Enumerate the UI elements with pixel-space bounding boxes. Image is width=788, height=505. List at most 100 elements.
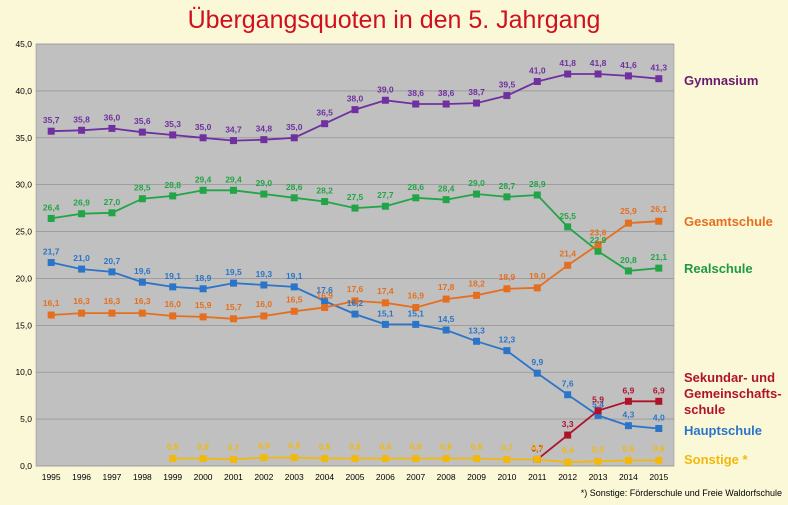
data-point-realschule xyxy=(321,198,329,206)
data-label-sonstige: 0,6 xyxy=(623,443,635,453)
y-tick-label: 35,0 xyxy=(15,133,32,143)
x-tick-label: 2011 xyxy=(528,472,547,482)
data-point-gesamtschule xyxy=(138,309,146,317)
data-label-sonstige: 0,8 xyxy=(471,441,483,451)
data-label-sonstige: 0,8 xyxy=(410,441,422,451)
data-point-sekundar-und-gemeinschafts-schule xyxy=(624,397,632,405)
data-point-gymnasium xyxy=(229,137,237,145)
data-label-realschule: 28,8 xyxy=(164,180,181,190)
data-point-sonstige xyxy=(351,454,359,462)
x-tick-label: 2005 xyxy=(346,472,365,482)
data-point-gesamtschule xyxy=(47,311,55,319)
data-point-gesamtschule xyxy=(381,299,389,307)
data-point-gesamtschule xyxy=(78,309,86,317)
y-tick-label: 45,0 xyxy=(15,39,32,49)
data-label-gesamtschule: 15,7 xyxy=(225,302,242,312)
data-point-gymnasium xyxy=(473,99,481,107)
x-tick-label: 2008 xyxy=(437,472,456,482)
data-point-gesamtschule xyxy=(624,219,632,227)
data-label-realschule: 28,4 xyxy=(438,184,455,194)
data-label-gesamtschule: 16,9 xyxy=(316,291,333,301)
data-point-realschule xyxy=(564,223,572,231)
y-tick-label: 5,0 xyxy=(20,414,32,424)
data-label-sonstige: 0,8 xyxy=(349,441,361,451)
data-point-gymnasium xyxy=(290,134,298,142)
data-point-gesamtschule xyxy=(655,217,663,225)
data-point-sonstige xyxy=(412,454,420,462)
data-label-sonstige: 0,7 xyxy=(228,442,240,452)
data-point-gesamtschule xyxy=(199,313,207,321)
legend-hauptschule: Hauptschule xyxy=(684,423,762,439)
data-label-realschule: 26,4 xyxy=(43,202,60,212)
data-point-hauptschule xyxy=(290,283,298,291)
x-tick-label: 1999 xyxy=(163,472,182,482)
data-point-sonstige xyxy=(321,454,329,462)
x-tick-label: 2015 xyxy=(649,472,668,482)
y-tick-label: 20,0 xyxy=(15,273,32,283)
data-point-hauptschule xyxy=(138,278,146,286)
data-label-realschule: 27,0 xyxy=(104,197,121,207)
data-label-gesamtschule: 26,1 xyxy=(651,204,668,214)
data-point-hauptschule xyxy=(503,347,511,355)
data-label-gymnasium: 38,7 xyxy=(468,87,485,97)
data-label-sonstige: 0,8 xyxy=(379,441,391,451)
data-label-hauptschule: 16,2 xyxy=(347,298,364,308)
data-point-hauptschule xyxy=(412,320,420,328)
y-tick-label: 10,0 xyxy=(15,367,32,377)
data-label-hauptschule: 13,3 xyxy=(468,325,485,335)
data-point-realschule xyxy=(199,186,207,194)
data-point-realschule xyxy=(47,214,55,222)
data-label-hauptschule: 19,1 xyxy=(286,271,303,281)
data-label-gymnasium: 38,6 xyxy=(407,88,424,98)
legend-sonstige: Sonstige * xyxy=(684,452,748,468)
data-label-hauptschule: 9,9 xyxy=(531,357,543,367)
data-point-gesamtschule xyxy=(290,307,298,315)
data-point-realschule xyxy=(533,191,541,199)
legend-sekundarschule: Sekundar- und Gemeinschafts- schule xyxy=(684,370,782,418)
data-point-hauptschule xyxy=(473,337,481,345)
data-point-realschule xyxy=(351,204,359,212)
data-point-hauptschule xyxy=(442,326,450,334)
data-label-gesamtschule: 17,6 xyxy=(347,284,364,294)
data-label-gymnasium: 39,0 xyxy=(377,84,394,94)
data-label-gymnasium: 35,7 xyxy=(43,115,60,125)
data-point-sonstige xyxy=(199,454,207,462)
data-label-hauptschule: 19,6 xyxy=(134,266,151,276)
data-label-gymnasium: 41,0 xyxy=(529,66,546,76)
x-tick-label: 2002 xyxy=(254,472,273,482)
data-point-gesamtschule xyxy=(351,297,359,305)
x-tick-label: 2006 xyxy=(376,472,395,482)
data-point-gesamtschule xyxy=(473,291,481,299)
data-label-hauptschule: 14,5 xyxy=(438,314,455,324)
data-point-hauptschule xyxy=(260,281,268,289)
data-label-sekundar-und-gemeinschafts-schule: 6,9 xyxy=(653,385,665,395)
y-tick-label: 40,0 xyxy=(15,86,32,96)
data-point-sekundar-und-gemeinschafts-schule xyxy=(655,397,663,405)
y-tick-label: 0,0 xyxy=(20,461,32,471)
data-point-realschule xyxy=(381,202,389,210)
x-tick-label: 2013 xyxy=(589,472,608,482)
data-point-sonstige xyxy=(655,456,663,464)
data-point-gymnasium xyxy=(351,106,359,114)
x-tick-label: 1995 xyxy=(42,472,61,482)
data-point-sonstige xyxy=(260,454,268,462)
data-point-gesamtschule xyxy=(108,309,116,317)
data-label-gymnasium: 41,8 xyxy=(590,58,607,68)
data-point-realschule xyxy=(78,210,86,218)
chart-title: Übergangsquoten in den 5. Jahrgang xyxy=(187,6,601,34)
data-point-sekundar-und-gemeinschafts-schule xyxy=(594,407,602,415)
data-label-hauptschule: 20,7 xyxy=(104,256,121,266)
data-point-gymnasium xyxy=(169,131,177,139)
data-label-hauptschule: 21,7 xyxy=(43,247,60,257)
x-tick-label: 2010 xyxy=(497,472,516,482)
data-point-gesamtschule xyxy=(229,315,237,323)
footnote: *) Sonstige: Förderschule und Freie Wald… xyxy=(580,488,782,498)
legend-label: schule xyxy=(684,402,726,417)
data-label-hauptschule: 12,3 xyxy=(499,335,516,345)
data-label-gymnasium: 34,7 xyxy=(225,125,242,135)
data-point-gesamtschule xyxy=(533,284,541,292)
data-label-hauptschule: 19,5 xyxy=(225,267,242,277)
data-point-hauptschule xyxy=(655,424,663,432)
data-point-gymnasium xyxy=(624,72,632,80)
data-point-gymnasium xyxy=(594,70,602,78)
